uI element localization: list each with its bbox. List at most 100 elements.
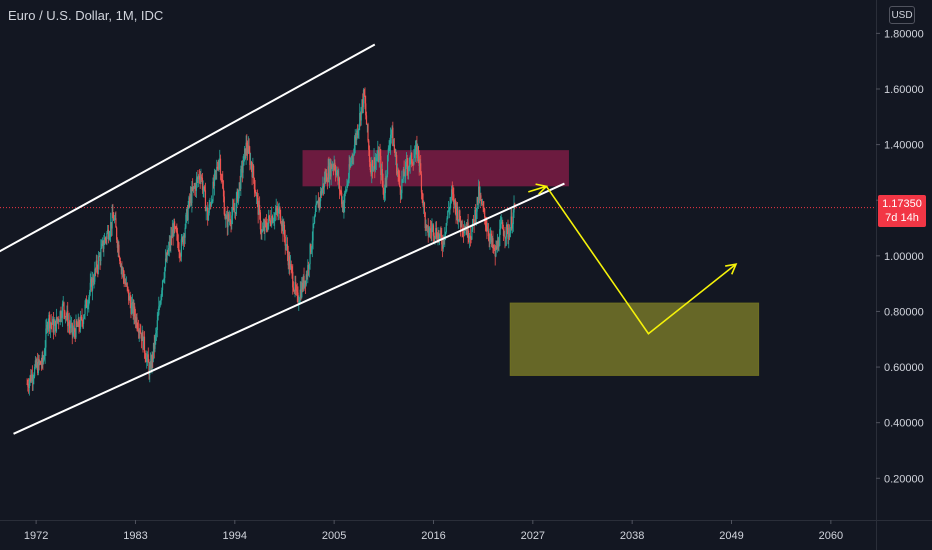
candle [190, 193, 192, 204]
currency-button[interactable]: USD [889, 6, 915, 24]
candle [402, 169, 404, 179]
candle [440, 230, 442, 236]
candle [376, 158, 378, 160]
candle [436, 237, 438, 242]
candle [181, 237, 183, 240]
candle [429, 228, 431, 234]
candle [506, 224, 508, 228]
candle [367, 124, 369, 141]
y-tick-label: 1.60000 [884, 84, 924, 96]
candle [380, 169, 383, 176]
candle [105, 238, 107, 240]
candle [201, 177, 204, 190]
candle [94, 268, 96, 282]
candle [158, 306, 160, 315]
candle [368, 149, 371, 162]
candle [499, 229, 501, 246]
candle [91, 279, 93, 291]
candle [151, 354, 153, 370]
candle [78, 318, 80, 328]
candle [472, 218, 474, 220]
candle [140, 332, 142, 334]
candle [451, 189, 453, 193]
candle [482, 203, 484, 208]
candle [144, 352, 146, 359]
candle [107, 229, 109, 234]
candle [277, 210, 279, 214]
candle [40, 364, 42, 366]
candle [265, 221, 267, 223]
candle [231, 206, 234, 216]
candle [432, 225, 435, 236]
candle [441, 244, 444, 249]
candle [402, 178, 404, 180]
candle [271, 216, 274, 223]
candle [94, 268, 97, 270]
candle [273, 220, 275, 222]
candle [438, 234, 441, 239]
candle [442, 236, 444, 249]
candle [48, 314, 50, 323]
candle [359, 112, 362, 121]
candle [171, 229, 173, 239]
candle [58, 321, 61, 323]
candle [143, 336, 145, 350]
candle [313, 216, 316, 224]
candle [329, 162, 331, 180]
candle [309, 244, 311, 265]
candle [496, 246, 498, 249]
candle [389, 145, 391, 148]
candle [169, 241, 171, 246]
candle [51, 323, 53, 325]
candle [96, 260, 98, 269]
candle [242, 165, 244, 173]
candle [127, 287, 129, 290]
candle [34, 366, 36, 377]
candle [338, 178, 341, 190]
candle [263, 226, 265, 232]
candle [233, 208, 235, 213]
candle [335, 169, 337, 176]
candle [134, 306, 136, 317]
candle [459, 220, 462, 228]
candle [262, 229, 264, 232]
projection-peak-arrow [535, 183, 548, 195]
candle [314, 211, 316, 217]
candle [124, 282, 126, 284]
candle [447, 210, 449, 219]
candle [432, 225, 434, 228]
candle [53, 325, 55, 333]
projection-end-arrow [725, 263, 738, 275]
candle [241, 166, 243, 173]
candle [369, 161, 371, 171]
candle [243, 154, 245, 166]
candle [45, 328, 47, 348]
candle [198, 175, 201, 179]
candle [337, 171, 339, 181]
candle [397, 171, 399, 175]
candle [73, 327, 76, 332]
candle [115, 218, 117, 228]
candle [500, 222, 502, 224]
candle [142, 332, 144, 350]
candle [322, 183, 324, 190]
candle [228, 219, 231, 220]
candle [236, 190, 238, 199]
candle [213, 173, 216, 186]
candle [226, 215, 228, 228]
candle [453, 194, 455, 205]
candle [138, 330, 140, 333]
candle [464, 229, 466, 231]
candle [491, 238, 493, 243]
candle [89, 282, 91, 293]
candle [146, 357, 148, 362]
candle [426, 225, 429, 227]
candle [52, 318, 54, 325]
candle [84, 304, 86, 315]
candle [77, 318, 79, 327]
candle [416, 144, 418, 159]
candle [88, 292, 91, 298]
candle [346, 184, 348, 191]
resistance-zone [302, 150, 569, 187]
